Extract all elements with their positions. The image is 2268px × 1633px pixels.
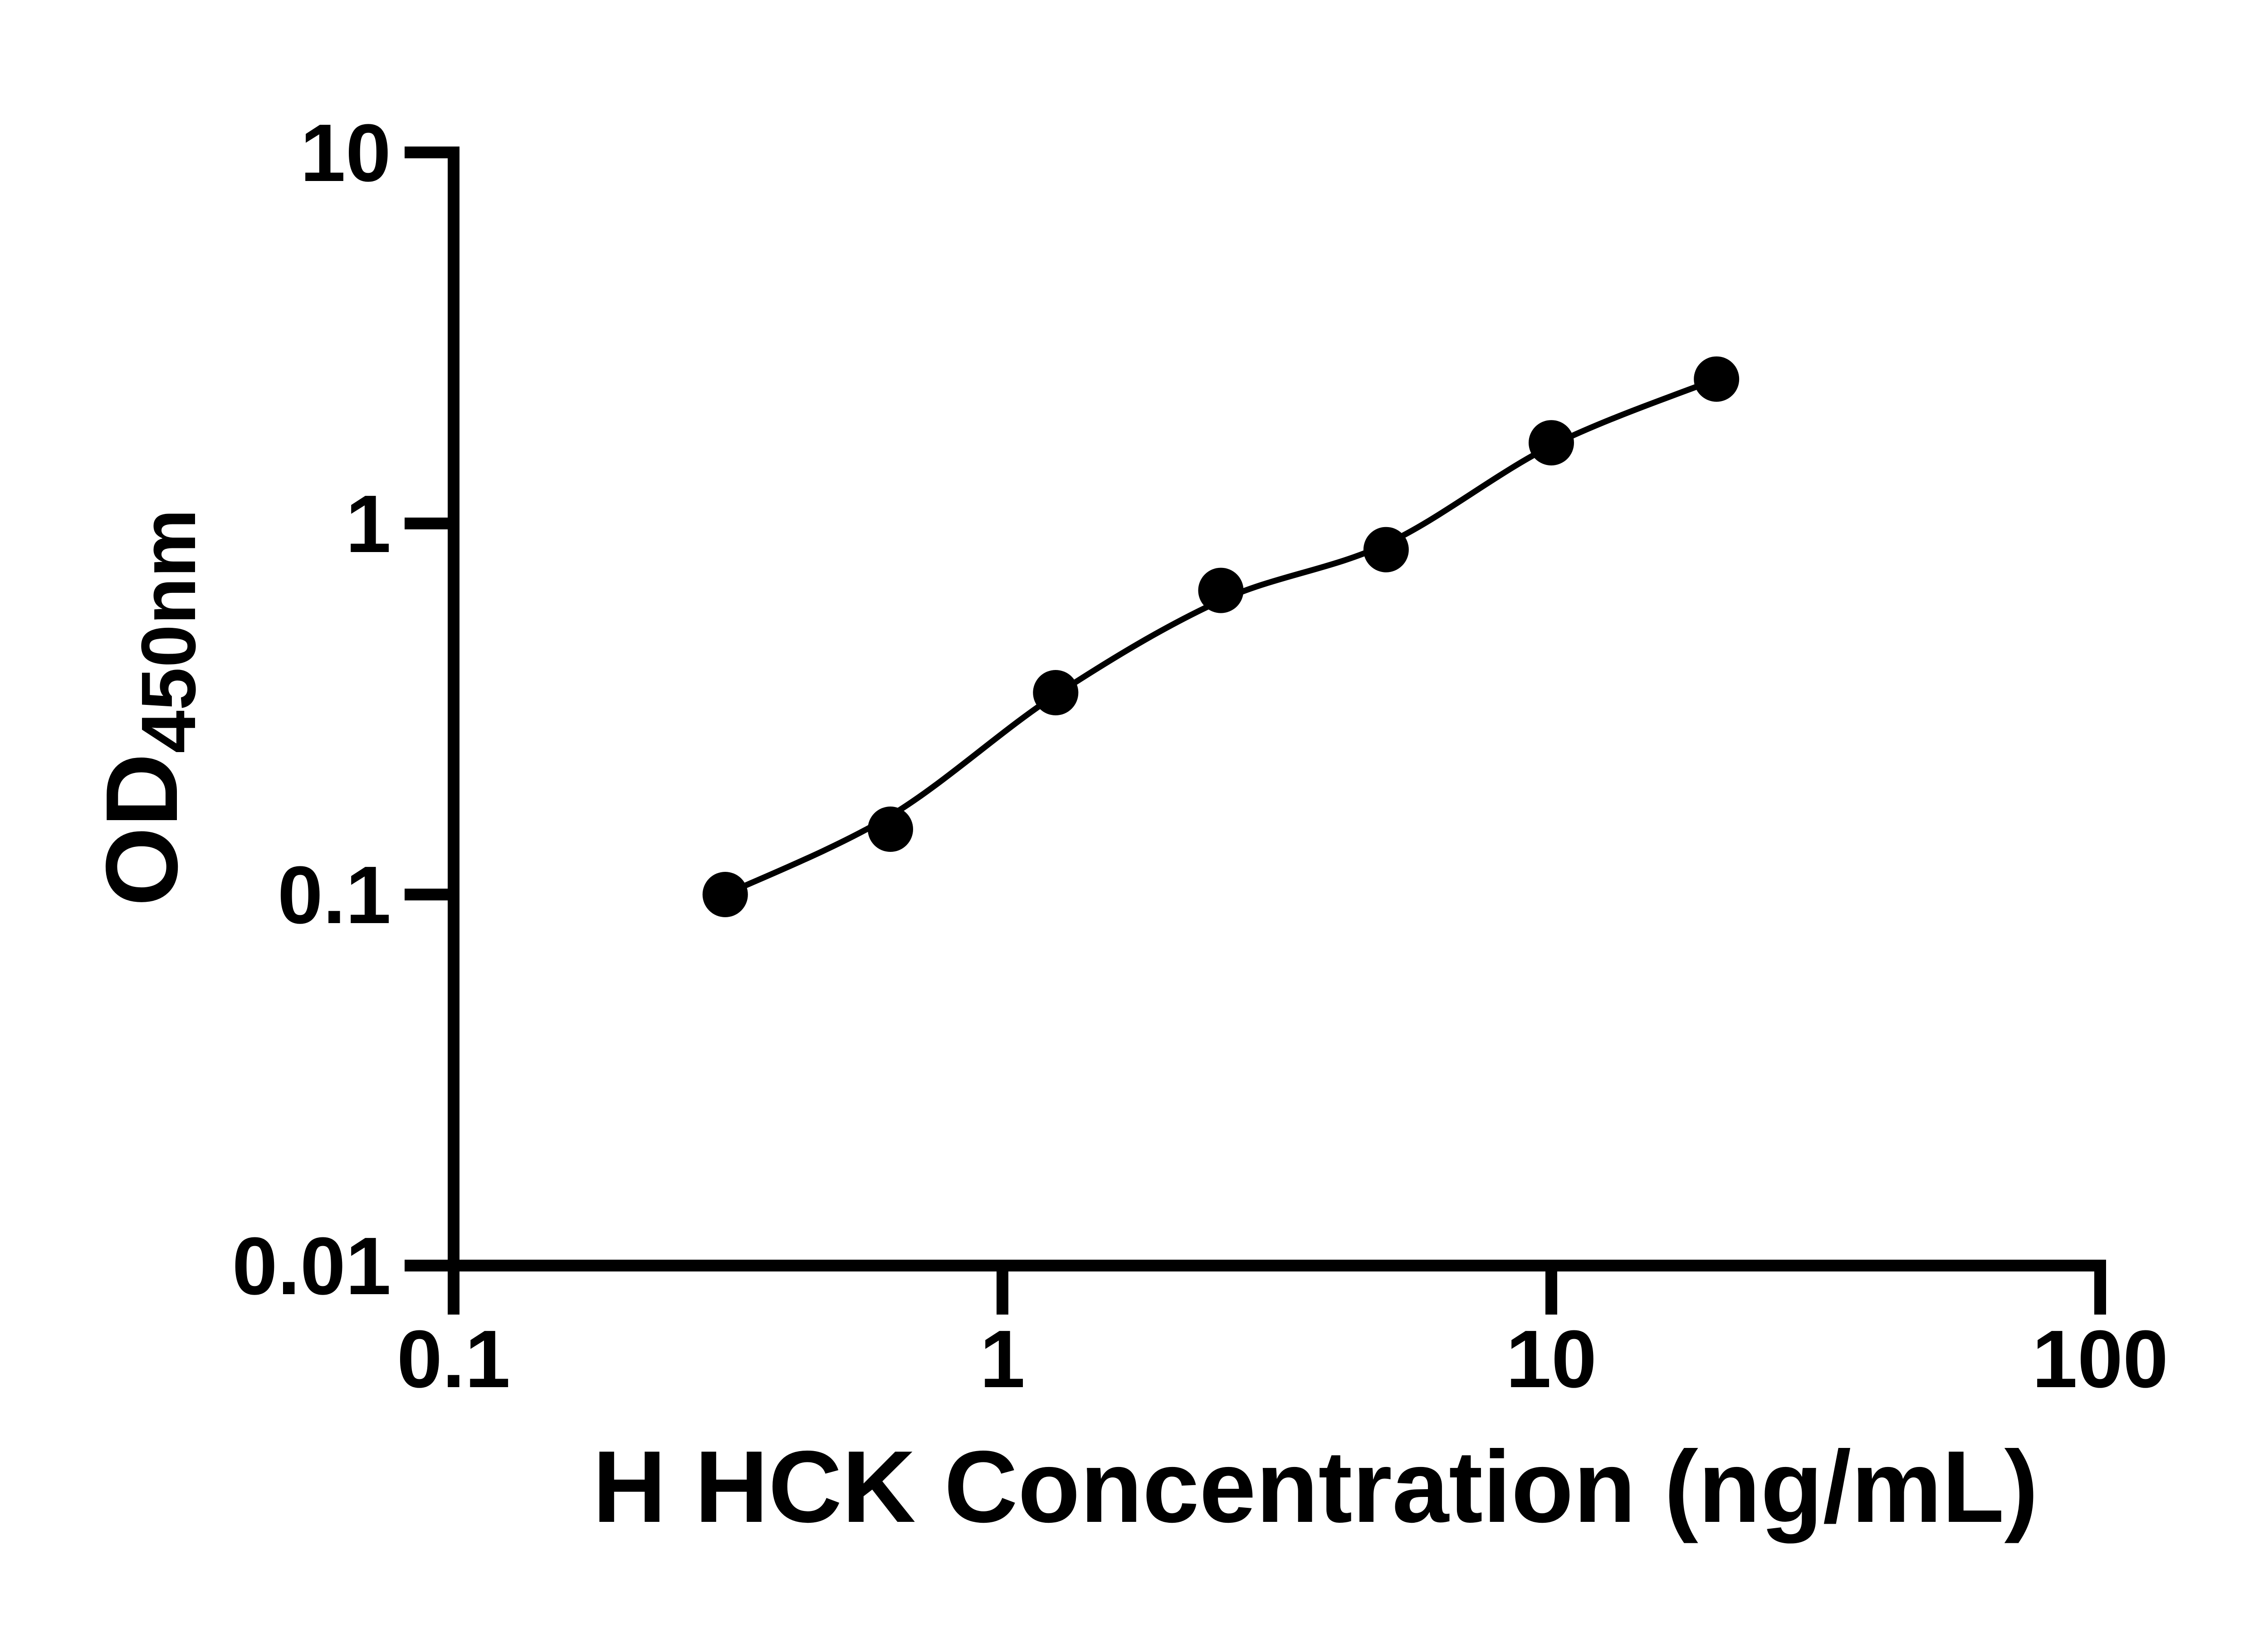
data-point bbox=[1198, 567, 1244, 613]
y-axis-title: OD450nm bbox=[84, 509, 212, 906]
data-point bbox=[1694, 356, 1740, 402]
y-axis-title-main: OD bbox=[84, 753, 199, 907]
y-axis-title-subscript: 450nm bbox=[126, 509, 212, 753]
data-point bbox=[868, 807, 913, 852]
x-tick-label: 1 bbox=[980, 1314, 1025, 1405]
x-tick-label: 10 bbox=[1506, 1314, 1597, 1405]
y-tick-label: 0.1 bbox=[278, 850, 391, 941]
data-point bbox=[1529, 420, 1574, 466]
x-tick-label: 100 bbox=[2032, 1314, 2168, 1405]
y-tick-label: 1 bbox=[346, 479, 391, 570]
data-point bbox=[702, 872, 748, 917]
data-point bbox=[1363, 527, 1409, 572]
x-tick-label: 0.1 bbox=[397, 1314, 510, 1405]
data-point bbox=[1033, 670, 1079, 715]
y-tick-label: 0.01 bbox=[232, 1221, 391, 1312]
y-tick-label: 10 bbox=[300, 108, 391, 199]
x-axis-title: H HCK Concentration (ng/mL) bbox=[592, 1429, 2038, 1544]
